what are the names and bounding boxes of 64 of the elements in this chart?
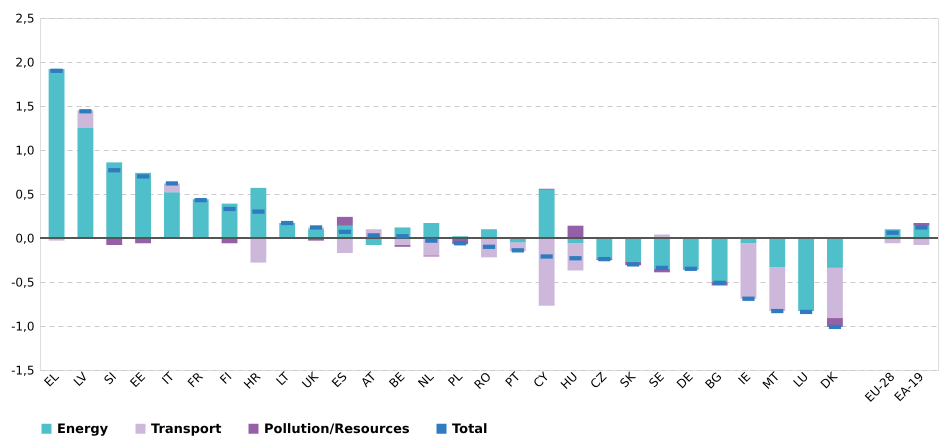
legend-label: Pollution/Resources — [264, 422, 410, 437]
x-tick-label: LU — [790, 370, 812, 390]
x-tick-label: MT — [760, 369, 783, 392]
x-tick-label: BE — [386, 370, 408, 391]
x-tick-label: HR — [241, 370, 264, 392]
legend-label: Total — [452, 422, 488, 437]
bar — [77, 128, 94, 238]
bar — [740, 243, 756, 299]
x-tick-label: AT — [358, 369, 380, 390]
bar — [336, 216, 353, 226]
bar — [712, 238, 728, 282]
y-tick-label: -1,5 — [11, 364, 34, 378]
x-tick-label: SE — [646, 370, 667, 390]
x-tick-label: HU — [558, 370, 580, 392]
x-tick-label: FR — [184, 370, 206, 390]
y-tick-label: -1,0 — [11, 320, 34, 334]
bar — [769, 238, 786, 268]
x-tick-label: UK — [299, 368, 322, 392]
bar — [250, 188, 266, 238]
bar — [913, 223, 930, 226]
x-tick-label: SK — [617, 368, 639, 390]
x-tick-label: IT — [159, 369, 178, 388]
x-tick-label: SI — [101, 370, 120, 388]
bar — [164, 192, 180, 238]
bar — [336, 238, 353, 253]
x-tick-label: CZ — [588, 370, 610, 392]
y-tick-label: -0,5 — [11, 276, 34, 290]
x-tick-label: RO — [471, 370, 494, 392]
x-tick-label: PL — [445, 369, 466, 390]
legend-label: Transport — [151, 422, 222, 437]
y-tick-label: 0,0 — [15, 232, 34, 246]
y-tick-label: 1,0 — [15, 144, 34, 158]
bar — [798, 238, 814, 312]
bar — [827, 238, 843, 268]
x-tick-label: PT — [502, 369, 524, 390]
x-tick-label: NL — [415, 369, 437, 391]
bar — [827, 268, 843, 318]
bar — [48, 69, 65, 238]
y-tick-label: 1,5 — [15, 100, 34, 114]
bar — [106, 162, 122, 238]
x-tick-label: DK — [818, 368, 841, 392]
bar — [625, 238, 642, 262]
bar — [769, 267, 786, 312]
y-tick-label: 0,5 — [15, 188, 34, 202]
x-tick-label: EL — [42, 369, 62, 390]
bar — [250, 238, 266, 263]
x-tick-label: LT — [274, 369, 293, 388]
x-tick-label: LV — [70, 368, 91, 390]
y-tick-label: 2,0 — [15, 56, 34, 70]
bar — [423, 223, 440, 238]
x-tick-label: IE — [736, 370, 754, 388]
x-tick-label: BG — [702, 370, 725, 392]
bar — [135, 172, 151, 238]
x-tick-label: DE — [674, 370, 696, 392]
bar — [538, 190, 555, 238]
x-tick-label: EE — [127, 370, 148, 390]
x-tick-label: FI — [217, 370, 234, 387]
x-tick-label: ES — [329, 370, 350, 390]
y-tick-label: 2,5 — [15, 12, 34, 26]
bar — [568, 226, 584, 238]
bar — [654, 238, 670, 269]
bar — [538, 238, 555, 306]
legend-label: Energy — [57, 422, 109, 437]
x-tick-label: CY — [530, 369, 552, 390]
